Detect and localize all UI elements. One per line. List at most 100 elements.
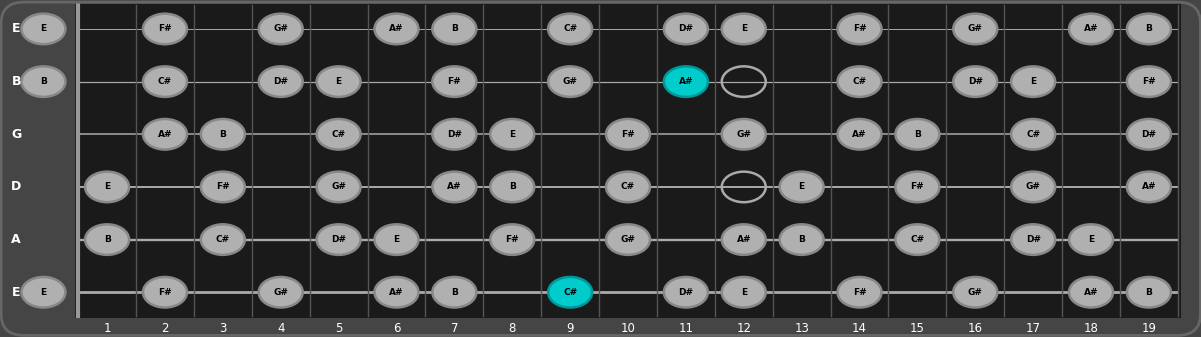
- Ellipse shape: [1069, 14, 1113, 44]
- Ellipse shape: [607, 224, 650, 255]
- Ellipse shape: [317, 66, 360, 97]
- Text: B: B: [509, 182, 515, 191]
- Text: F#: F#: [853, 288, 866, 297]
- Text: 1: 1: [103, 321, 110, 335]
- Text: E: E: [741, 25, 747, 33]
- Text: C#: C#: [563, 25, 578, 33]
- Text: G#: G#: [736, 130, 751, 139]
- Ellipse shape: [722, 14, 766, 44]
- Ellipse shape: [607, 119, 650, 150]
- Text: F#: F#: [853, 25, 866, 33]
- Text: A#: A#: [853, 130, 867, 139]
- Text: 4: 4: [277, 321, 285, 335]
- Text: D: D: [11, 180, 22, 193]
- Ellipse shape: [143, 14, 187, 44]
- Ellipse shape: [143, 119, 187, 150]
- Text: C#: C#: [853, 77, 867, 86]
- Ellipse shape: [837, 66, 882, 97]
- Text: 15: 15: [910, 321, 925, 335]
- Text: A#: A#: [389, 25, 404, 33]
- Text: F#: F#: [621, 130, 635, 139]
- Ellipse shape: [837, 119, 882, 150]
- Text: C#: C#: [1026, 130, 1040, 139]
- Ellipse shape: [1127, 66, 1171, 97]
- Text: D#: D#: [679, 25, 693, 33]
- Text: B: B: [450, 25, 458, 33]
- Text: 5: 5: [335, 321, 342, 335]
- Text: B: B: [799, 235, 805, 244]
- Ellipse shape: [548, 66, 592, 97]
- Text: D#: D#: [273, 77, 288, 86]
- Text: B: B: [103, 235, 110, 244]
- Ellipse shape: [432, 172, 477, 202]
- Ellipse shape: [896, 119, 939, 150]
- Text: 6: 6: [393, 321, 400, 335]
- Ellipse shape: [22, 14, 65, 44]
- Text: G#: G#: [968, 288, 982, 297]
- Text: E: E: [741, 288, 747, 297]
- Ellipse shape: [837, 277, 882, 307]
- Ellipse shape: [1069, 224, 1113, 255]
- Ellipse shape: [317, 119, 360, 150]
- Text: A#: A#: [679, 77, 693, 86]
- Text: G#: G#: [563, 77, 578, 86]
- Ellipse shape: [143, 66, 187, 97]
- Text: A#: A#: [1083, 288, 1098, 297]
- Text: G#: G#: [274, 25, 288, 33]
- Text: A#: A#: [1083, 25, 1098, 33]
- Text: G#: G#: [331, 182, 346, 191]
- Text: E: E: [104, 182, 110, 191]
- Text: A: A: [11, 233, 22, 246]
- Ellipse shape: [722, 277, 766, 307]
- Ellipse shape: [85, 224, 129, 255]
- Ellipse shape: [317, 172, 360, 202]
- Ellipse shape: [490, 224, 534, 255]
- Ellipse shape: [779, 172, 824, 202]
- Text: A#: A#: [1142, 182, 1157, 191]
- FancyBboxPatch shape: [76, 4, 1181, 317]
- Text: 3: 3: [219, 321, 227, 335]
- Ellipse shape: [664, 277, 707, 307]
- Text: 17: 17: [1026, 321, 1040, 335]
- Ellipse shape: [317, 224, 360, 255]
- Text: F#: F#: [159, 288, 172, 297]
- Text: F#: F#: [448, 77, 461, 86]
- Ellipse shape: [779, 224, 824, 255]
- Text: F#: F#: [159, 25, 172, 33]
- Ellipse shape: [201, 119, 245, 150]
- Text: B: B: [1146, 288, 1152, 297]
- Ellipse shape: [1127, 119, 1171, 150]
- Ellipse shape: [548, 14, 592, 44]
- Text: 7: 7: [450, 321, 458, 335]
- Ellipse shape: [896, 172, 939, 202]
- Ellipse shape: [22, 66, 65, 97]
- Ellipse shape: [490, 119, 534, 150]
- Ellipse shape: [1011, 224, 1056, 255]
- Text: 2: 2: [161, 321, 168, 335]
- Ellipse shape: [1011, 172, 1056, 202]
- Text: C#: C#: [621, 182, 635, 191]
- Text: D#: D#: [1141, 130, 1157, 139]
- Text: C#: C#: [331, 130, 346, 139]
- Ellipse shape: [548, 277, 592, 307]
- Text: B: B: [1146, 25, 1152, 33]
- Ellipse shape: [375, 14, 418, 44]
- Ellipse shape: [896, 224, 939, 255]
- Ellipse shape: [258, 14, 303, 44]
- Text: C#: C#: [216, 235, 229, 244]
- Text: 9: 9: [567, 321, 574, 335]
- Text: D#: D#: [968, 77, 982, 86]
- Ellipse shape: [201, 172, 245, 202]
- Ellipse shape: [1127, 172, 1171, 202]
- Ellipse shape: [722, 119, 766, 150]
- Text: B: B: [914, 130, 921, 139]
- Ellipse shape: [432, 119, 477, 150]
- Text: E: E: [41, 288, 47, 297]
- Ellipse shape: [1127, 277, 1171, 307]
- Text: D#: D#: [1026, 235, 1040, 244]
- Ellipse shape: [1069, 277, 1113, 307]
- Ellipse shape: [490, 172, 534, 202]
- Text: 13: 13: [794, 321, 809, 335]
- Ellipse shape: [837, 14, 882, 44]
- Text: E: E: [12, 286, 20, 299]
